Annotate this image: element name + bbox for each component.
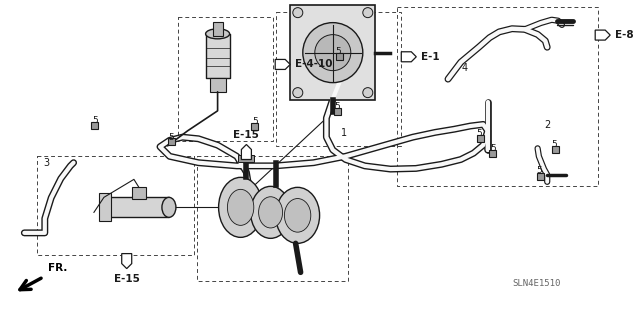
Text: 5: 5: [490, 144, 495, 153]
Ellipse shape: [227, 189, 254, 225]
Text: 5: 5: [537, 167, 542, 175]
Text: E-15: E-15: [114, 274, 140, 284]
Polygon shape: [122, 254, 132, 269]
Ellipse shape: [251, 186, 291, 238]
Bar: [92, 122, 98, 129]
Bar: [99, 193, 111, 221]
Ellipse shape: [284, 198, 311, 232]
Bar: [336, 53, 342, 60]
Text: SLN4E1510: SLN4E1510: [512, 279, 561, 288]
Text: 3: 3: [43, 158, 49, 168]
Text: E-1: E-1: [421, 52, 440, 62]
Bar: [291, 5, 375, 100]
Bar: [210, 78, 226, 92]
Bar: [490, 150, 496, 157]
Text: 2: 2: [545, 120, 551, 130]
Text: 5: 5: [335, 47, 340, 56]
Text: 5: 5: [476, 129, 481, 138]
Ellipse shape: [259, 197, 283, 228]
Polygon shape: [241, 145, 252, 160]
Text: 5: 5: [169, 133, 174, 142]
Bar: [37, 156, 194, 255]
Ellipse shape: [205, 29, 230, 39]
Circle shape: [293, 8, 303, 18]
Bar: [477, 135, 483, 142]
Bar: [212, 22, 223, 36]
Circle shape: [363, 88, 372, 98]
Text: 5: 5: [335, 102, 340, 111]
Text: 5: 5: [552, 140, 557, 149]
Bar: [237, 155, 253, 162]
Bar: [335, 108, 341, 115]
Bar: [168, 138, 175, 145]
Ellipse shape: [219, 177, 262, 237]
Text: 5: 5: [92, 116, 97, 125]
Circle shape: [363, 8, 372, 18]
Ellipse shape: [162, 197, 176, 217]
Text: E-8: E-8: [615, 30, 634, 40]
Circle shape: [293, 88, 303, 98]
Bar: [552, 146, 559, 153]
Circle shape: [315, 35, 351, 70]
Text: 1: 1: [341, 128, 348, 138]
Bar: [397, 7, 598, 186]
Bar: [109, 197, 169, 217]
Bar: [538, 173, 544, 180]
Bar: [205, 34, 230, 78]
Polygon shape: [275, 59, 290, 70]
Bar: [178, 17, 273, 141]
Text: E-15: E-15: [234, 130, 259, 139]
Bar: [276, 12, 401, 146]
Text: FR.: FR.: [47, 263, 67, 273]
Text: 5: 5: [252, 117, 257, 126]
Text: 4: 4: [461, 63, 468, 73]
Polygon shape: [595, 30, 610, 40]
Circle shape: [303, 23, 363, 83]
Bar: [132, 187, 146, 199]
Bar: [252, 122, 258, 130]
Polygon shape: [401, 52, 416, 62]
Text: E-4-10: E-4-10: [295, 59, 333, 70]
Bar: [197, 156, 348, 281]
Ellipse shape: [276, 187, 319, 243]
